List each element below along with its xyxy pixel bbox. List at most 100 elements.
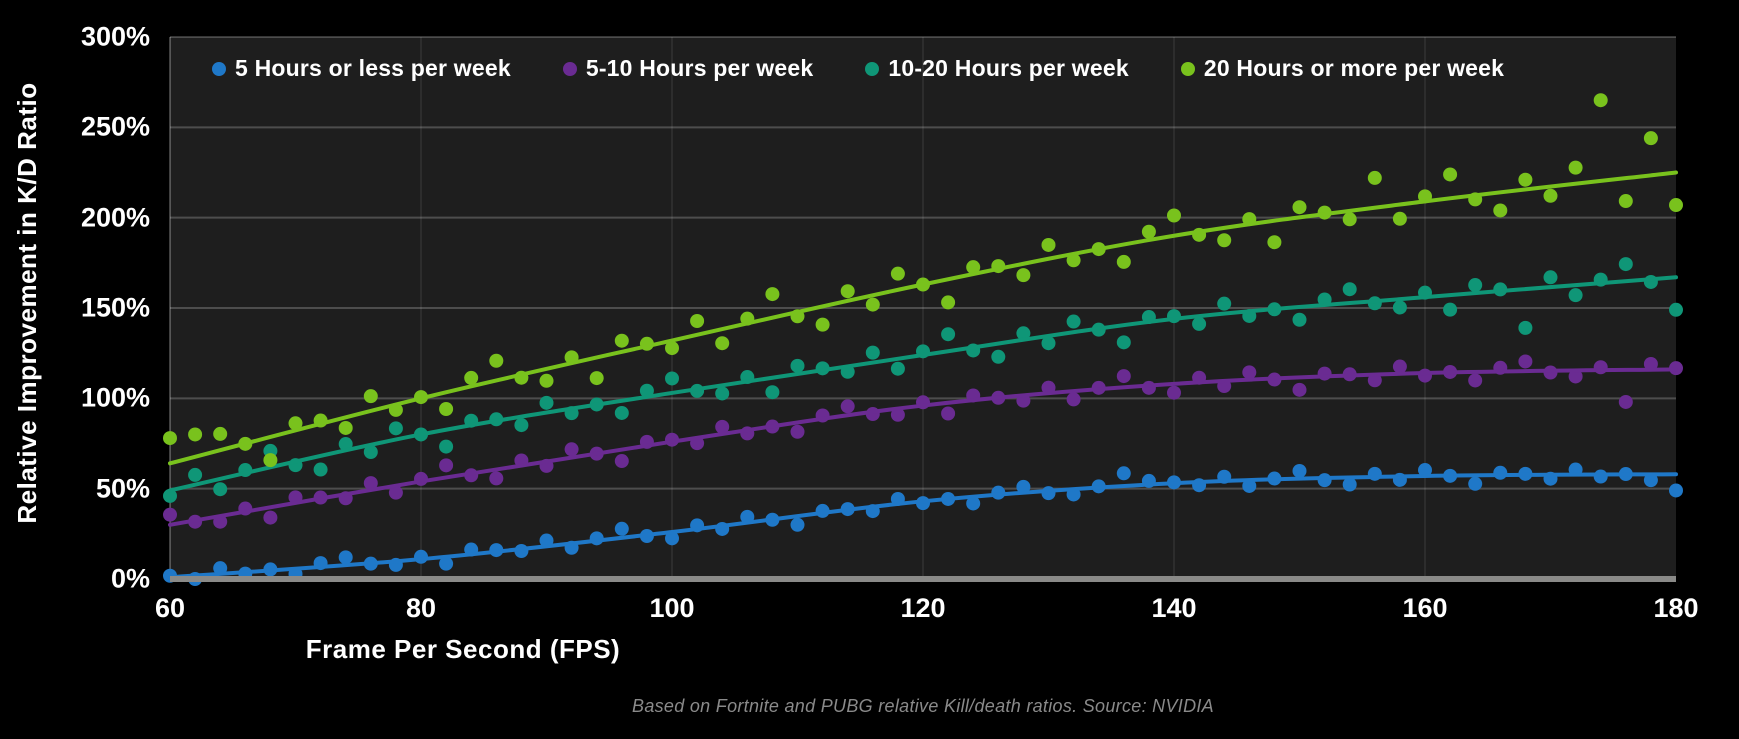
data-point [1568, 369, 1583, 384]
data-point [1292, 382, 1307, 397]
trend-line [168, 367, 1678, 527]
data-point [1116, 254, 1131, 269]
data-point [363, 476, 378, 491]
y-tick-label: 50% [95, 473, 150, 504]
y-tick-label: 250% [80, 111, 150, 142]
legend-dot-icon [562, 61, 577, 76]
data-point [614, 454, 629, 469]
data-point [1242, 478, 1257, 493]
data-point [715, 386, 730, 401]
data-point [1618, 194, 1633, 209]
data-point [1041, 336, 1056, 351]
data-point [1292, 312, 1307, 327]
data-point [865, 345, 880, 360]
data-point [1568, 288, 1583, 303]
legend-label: 5-10 Hours per week [585, 55, 814, 81]
data-point [1066, 314, 1081, 329]
data-point [865, 297, 880, 312]
data-point [1493, 465, 1508, 480]
data-point [1367, 170, 1382, 185]
data-point [338, 420, 353, 435]
data-point [1418, 463, 1432, 478]
data-point [715, 336, 730, 351]
data-point [263, 453, 278, 468]
data-point [439, 401, 454, 416]
data-point [1192, 316, 1207, 331]
x-tick-label: 180 [1653, 593, 1699, 623]
data-point [1041, 486, 1056, 501]
data-point [1669, 302, 1683, 317]
x-axis-title-row: Frame Per Second (FPS) [0, 634, 1739, 665]
data-point [489, 471, 504, 486]
data-point [363, 444, 378, 459]
data-point [1468, 373, 1483, 388]
x-tick-label: 140 [1151, 593, 1197, 623]
data-point [589, 371, 604, 386]
data-point [1292, 463, 1307, 478]
data-point [1468, 278, 1483, 293]
y-tick-label: 100% [80, 382, 150, 413]
data-point [1066, 392, 1081, 407]
data-point [665, 341, 679, 356]
data-point [1643, 473, 1658, 488]
data-point [1342, 282, 1357, 297]
data-point [1167, 208, 1181, 223]
data-point [941, 406, 956, 421]
y-tick-label: 0% [110, 563, 150, 594]
data-point [388, 485, 403, 500]
data-point [966, 260, 981, 275]
data-point [1217, 296, 1232, 311]
data-point [489, 353, 504, 368]
legend-item: 20 Hours or more per week [1180, 55, 1505, 82]
data-point [263, 510, 278, 525]
data-point [1016, 479, 1031, 494]
trend-line [168, 170, 1678, 466]
data-point [313, 462, 328, 477]
legend-item: 5-10 Hours per week [562, 55, 814, 82]
legend-dot-icon [1180, 61, 1195, 76]
data-point [991, 349, 1006, 364]
legend-item: 10-20 Hours per week [865, 55, 1129, 82]
legend: 5 Hours or less per week 5-10 Hours per w… [212, 55, 1504, 82]
data-point [1418, 368, 1432, 383]
data-point [1342, 477, 1357, 492]
data-point [614, 405, 629, 420]
data-point [614, 333, 629, 348]
data-point [1518, 354, 1533, 369]
data-point [163, 488, 177, 503]
data-point [941, 295, 956, 310]
data-point [1392, 359, 1407, 374]
trend-line [168, 275, 1678, 493]
data-point [1443, 302, 1458, 317]
data-point [1443, 167, 1458, 182]
data-point [439, 439, 454, 454]
x-tick-label: 80 [405, 593, 437, 623]
data-point [840, 284, 855, 299]
data-point [790, 358, 805, 373]
legend-label: 20 Hours or more per week [1203, 55, 1505, 81]
data-point [439, 458, 454, 473]
source-note: Based on Fortnite and PUBG relative Kill… [632, 696, 1214, 716]
data-point [439, 556, 454, 571]
data-point [1618, 257, 1633, 272]
data-point [1242, 365, 1257, 380]
data-point [1066, 253, 1081, 268]
legend-label: 5 Hours or less per week [235, 55, 511, 81]
data-point [1267, 235, 1282, 250]
data-point [1468, 476, 1483, 491]
data-point [890, 407, 905, 422]
plot-area [170, 37, 1676, 579]
data-point [890, 266, 905, 281]
data-point [1392, 211, 1407, 226]
data-point [163, 431, 177, 446]
data-point [188, 467, 203, 482]
data-point [765, 385, 780, 400]
data-point [213, 482, 228, 497]
data-point [1568, 160, 1583, 175]
data-point [514, 418, 529, 433]
data-point [1116, 369, 1131, 384]
data-point [1342, 212, 1357, 227]
data-point [1543, 270, 1558, 285]
data-point [966, 496, 981, 511]
data-point [1167, 385, 1181, 400]
